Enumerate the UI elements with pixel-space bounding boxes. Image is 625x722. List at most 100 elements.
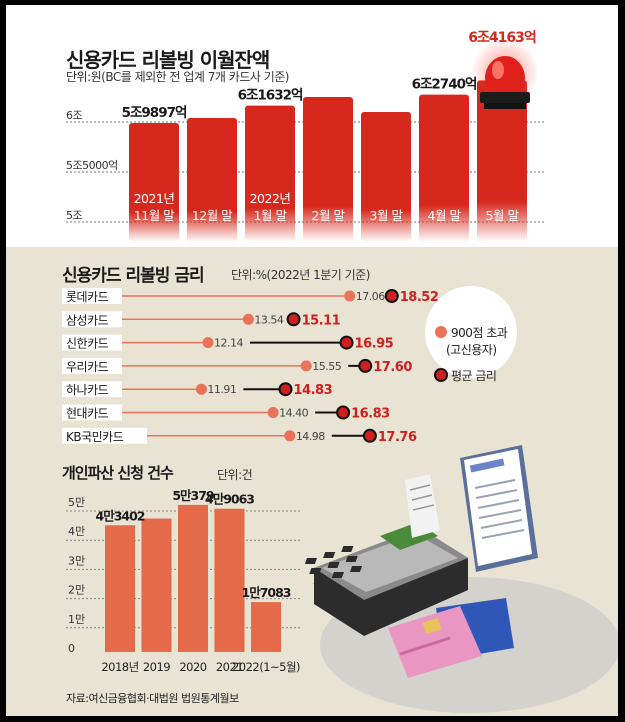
card-terminal-illustration	[304, 445, 618, 713]
company-label-box	[62, 404, 122, 421]
card-terminal	[304, 474, 468, 636]
average-dot	[336, 405, 351, 420]
legend-average-dot	[434, 368, 448, 382]
chart3-bar	[214, 508, 245, 652]
average-value: 16.83	[351, 407, 390, 422]
chart1-bar	[129, 123, 179, 242]
chart3-ytick-label: 3만	[68, 554, 85, 567]
chart3-ytick-label: 2만	[68, 584, 85, 597]
average-dot	[339, 335, 354, 350]
score900-dot	[267, 407, 279, 418]
chart3-value-label: 4만3402	[96, 508, 145, 523]
legend-score900-label: (고신용자)	[446, 343, 497, 357]
average-dot	[384, 289, 399, 303]
chart3-title: 개인파산 신청 건수	[62, 464, 174, 482]
score900-dot	[202, 337, 214, 349]
company-label: 우리카드	[66, 360, 109, 374]
chart1-category-label: 5월 말	[486, 208, 520, 223]
siren-icon	[471, 38, 539, 109]
chart1-bar	[419, 94, 469, 242]
legend-average-label: 평균 금리	[451, 369, 496, 383]
chart1-title: 신용카드 리볼빙 이월잔액	[66, 48, 270, 72]
company-label-box	[62, 311, 122, 328]
chart1-bar	[477, 80, 527, 243]
score900-value: 13.54	[254, 313, 283, 326]
chart3-bar	[251, 602, 281, 652]
company-label-box	[62, 427, 147, 444]
average-dot	[278, 382, 293, 397]
score900-value: 15.55	[312, 360, 341, 373]
chart3-ytick-label: 1만	[68, 613, 85, 626]
chart1-category-label: 2022년	[250, 191, 291, 206]
score900-value: 12.14	[214, 337, 243, 350]
average-value: 14.83	[294, 383, 333, 398]
chart1-category-label: 12월 말	[192, 208, 233, 223]
chart2-subtitle: 단위:%(2022년 1분기 기준)	[231, 268, 370, 282]
chart1-ytick-label: 5조	[66, 209, 82, 222]
average-value: 15.11	[302, 313, 341, 328]
legend-score900-dot	[435, 326, 447, 338]
receipt-illustration	[460, 445, 538, 572]
score900-value: 14.98	[296, 430, 325, 443]
chart3-ytick-label: 4만	[68, 525, 85, 538]
revolving-rate-chart: 롯데카드 17.06 18.52 삼성카드 13.54 15.11 신한카드 12.14 16.…	[62, 286, 517, 445]
average-dot	[362, 428, 377, 443]
legend-score900-label: 900점 초과	[451, 326, 508, 340]
chart1-subtitle: 단위:원(BC를 제외한 전 업계 7개 카드사 기준)	[66, 70, 289, 84]
score900-value: 17.06	[356, 290, 385, 303]
score900-value: 11.91	[207, 383, 236, 396]
company-label-box	[62, 288, 122, 304]
chart3-category-label: 2022(1~5월)	[232, 660, 300, 674]
score900-value: 14.40	[279, 407, 308, 420]
company-label: 삼성카드	[66, 313, 109, 327]
average-value: 17.76	[378, 430, 417, 445]
chart3-value-label: 4만9063	[205, 492, 254, 507]
credit-cards-illustration	[388, 598, 514, 678]
chart3-value-label: 1만7083	[242, 585, 291, 600]
company-label-box	[62, 334, 122, 351]
chart1-bar	[245, 105, 295, 243]
score900-dot	[284, 430, 296, 442]
chart3-category-label: 2020	[179, 660, 206, 674]
score900-dot	[195, 383, 207, 395]
chart1-category-label: 3월 말	[370, 208, 404, 223]
chart1-category-label: 2월 말	[312, 208, 346, 223]
rate-legend: 900점 초과 (고신용자) 평균 금리	[425, 286, 517, 383]
chart3-bar	[141, 518, 172, 652]
chart1-category-label: 4월 말	[428, 208, 462, 223]
score900-dot	[344, 290, 356, 302]
score900-dot	[300, 360, 312, 372]
chart1-value-label: 6조4163억	[468, 30, 536, 46]
bankruptcy-chart: 0 1만 2만 3만 4만 5만 2018년 4만3402 2019 2020 5만379 2021…	[66, 488, 301, 674]
company-label: 하나카드	[66, 383, 109, 397]
chart1-category-label: 2021년	[134, 191, 175, 206]
average-dot	[286, 312, 301, 327]
chart1-bar	[361, 112, 411, 242]
chart1-value-label: 6조2740억	[412, 77, 477, 93]
chart1-ytick-label: 5조5000억	[66, 159, 118, 172]
company-label-box	[62, 357, 122, 374]
source-note: 자료:여신금융협회·대법원 법원통계월보	[66, 692, 239, 705]
average-value: 16.95	[355, 337, 394, 352]
chart3-bar	[178, 504, 208, 652]
chart3-ytick-label: 0	[68, 642, 75, 655]
chart1-value-label: 6조1632억	[238, 88, 303, 104]
company-label-box	[62, 381, 122, 398]
chart1-value-label: 5조9897억	[122, 105, 187, 121]
chart3-bar	[105, 525, 135, 652]
chart3-category-label: 2018년	[101, 660, 138, 674]
chart1-category-label: 1월 말	[254, 208, 288, 223]
score900-dot	[242, 313, 254, 325]
chart3-category-label: 2021	[216, 660, 243, 674]
chart3-category-label: 2019	[143, 660, 170, 674]
chart1-category-label: 11월 말	[134, 208, 175, 223]
company-label: 롯데카드	[66, 290, 109, 304]
company-label: 현대카드	[66, 407, 109, 421]
company-label: 신한카드	[66, 337, 109, 351]
average-dot	[358, 358, 373, 373]
chart1-bar	[303, 97, 353, 242]
company-label: KB국민카드	[66, 430, 124, 444]
chart3-subtitle: 단위:건	[217, 468, 253, 482]
chart3-value-label: 5만379	[172, 488, 214, 503]
average-value: 17.60	[373, 360, 412, 375]
